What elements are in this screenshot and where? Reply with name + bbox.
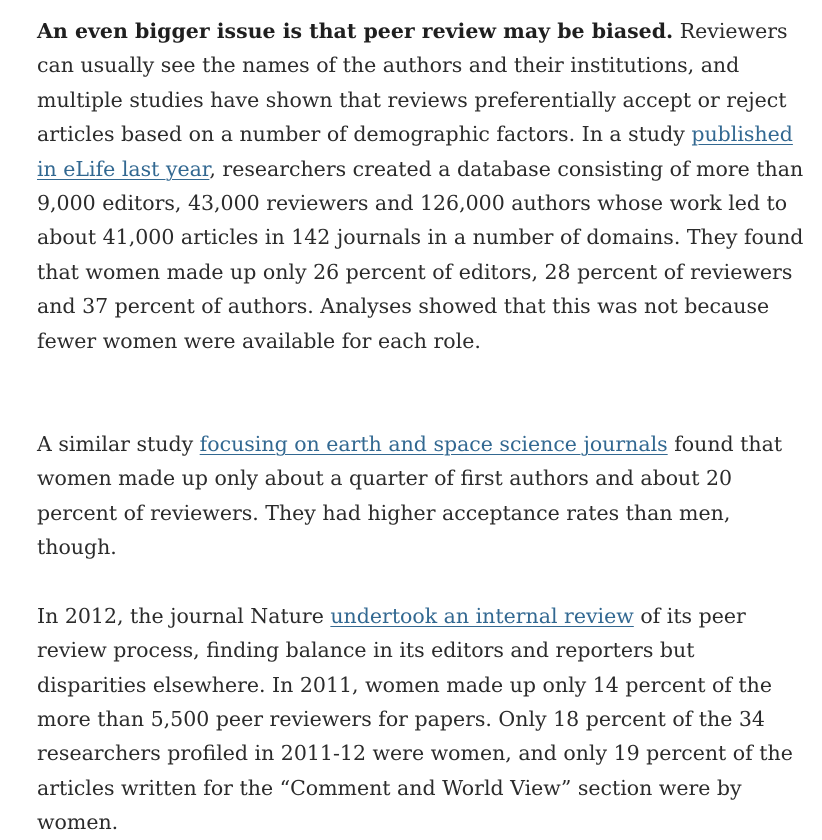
paragraph-lead: An even bigger issue is that peer review… [37,19,674,43]
paragraph-earth-space: A similar study focusing on earth and sp… [37,427,807,565]
paragraph-text: A similar study [37,432,200,457]
internal-review-link[interactable]: undertook an internal review [330,603,634,628]
elife-study-link[interactable]: published in eLife last year [37,122,793,181]
article-body: An even bigger issue is that peer review… [37,14,807,840]
paragraph-bias: An even bigger issue is that peer review… [37,14,807,358]
paragraph-text: found that women made up only about a qu… [37,432,783,560]
paragraph-text: Reviewers can usually see the names of t… [37,19,788,147]
paragraph-text: In 2012, the journal Nature [37,603,331,628]
paragraph-text: of its peer review process, finding bala… [37,603,793,835]
paragraph-nature: In 2012, the journal Nature undertook an… [37,599,807,840]
earth-space-study-link[interactable]: focusing on earth and space science jour… [199,432,668,457]
paragraph-text: , researchers created a database consist… [37,156,804,353]
